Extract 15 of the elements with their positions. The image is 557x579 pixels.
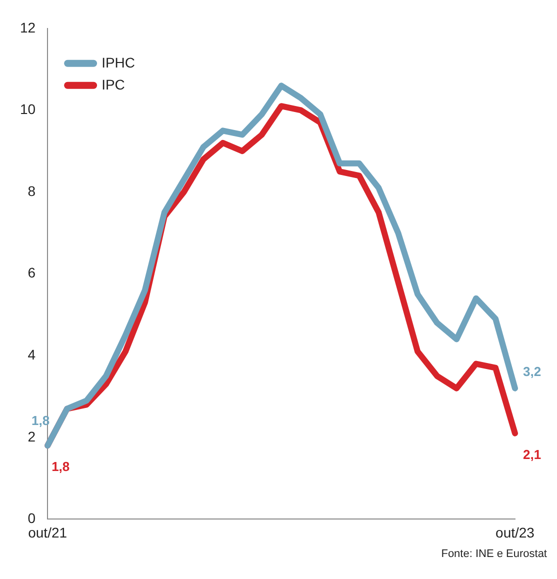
y-tick-label: 12 — [20, 19, 36, 36]
source-note: Fonte: INE e Eurostat — [440, 548, 548, 560]
y-tick-label: 2 — [28, 428, 36, 444]
y-tick-label: 0 — [28, 510, 36, 526]
y-tick-label: 4 — [28, 346, 36, 362]
y-tick-label: 10 — [20, 101, 36, 118]
x-tick-label: out/23 — [496, 524, 535, 540]
legend-label: IPHC — [102, 54, 136, 70]
legend-label: IPC — [102, 76, 125, 92]
data-label: 1,8 — [52, 459, 70, 474]
data-label: 3,2 — [523, 364, 542, 379]
data-label: 2,1 — [523, 446, 542, 462]
x-tick-label: out/21 — [28, 524, 68, 540]
y-tick-label: 8 — [28, 182, 36, 199]
y-tick-label: 6 — [28, 264, 36, 281]
